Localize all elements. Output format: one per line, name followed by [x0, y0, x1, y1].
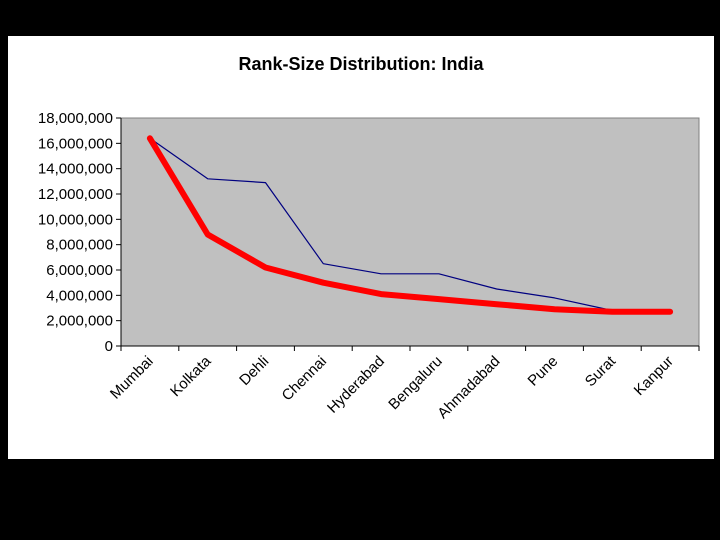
- x-tick-label: Mumbai: [107, 353, 157, 403]
- y-tick-label: 2,000,000: [46, 313, 113, 330]
- y-tick-label: 14,000,000: [38, 161, 113, 178]
- y-tick-label: 18,000,000: [38, 110, 113, 127]
- x-tick-label: Hyderabad: [324, 353, 388, 417]
- series-line-blue: [149, 137, 671, 313]
- x-tick-label: Pune: [525, 353, 562, 390]
- y-tick-label: 8,000,000: [46, 237, 113, 254]
- x-tick-label: Dehli: [236, 353, 272, 389]
- y-tick-label: 6,000,000: [46, 262, 113, 279]
- x-tick-label: Chennai: [279, 353, 331, 405]
- x-tick-label: Kanpur: [631, 353, 677, 399]
- x-tick-label: Kolkata: [167, 352, 215, 400]
- y-axis: 0 2,000,000 4,000,000 6,000,000 8,000,000 10,…: [38, 110, 122, 355]
- x-tick-label: Ahmadabad: [434, 353, 503, 422]
- x-tick-label: Surat: [582, 352, 620, 390]
- y-tick-label: 4,000,000: [46, 287, 113, 304]
- x-axis: Mumbai Kolkata Dehli ChennaiHyderabadBengal…: [107, 345, 700, 422]
- chart-title: Rank-Size Distribution: India: [238, 54, 484, 74]
- y-tick-label: 0: [105, 338, 113, 355]
- rank-size-chart: Rank-Size Distribution: India 0 2,000,000…: [38, 54, 700, 422]
- series-layer: [146, 135, 674, 315]
- y-tick-label: 12,000,000: [38, 186, 113, 203]
- y-tick-label: 16,000,000: [38, 135, 113, 152]
- x-tick-label: Bengaluru: [385, 353, 445, 413]
- chart-frame: Rank-Size Distribution: India 0 2,000,000…: [8, 36, 714, 459]
- series-line-red: [146, 135, 674, 315]
- y-tick-label: 10,000,000: [38, 211, 113, 228]
